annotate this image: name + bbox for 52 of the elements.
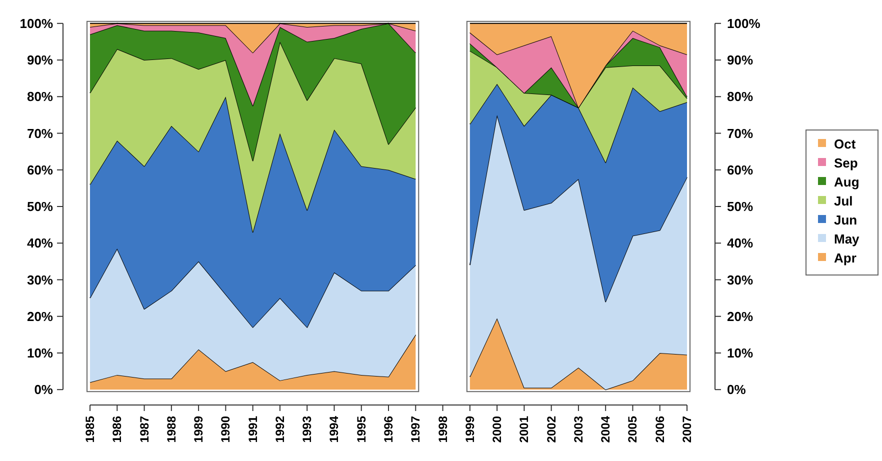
y2-tick-label: 40% [727,236,754,251]
y-tick-label: 10% [26,346,54,361]
y2-tick-label: 80% [727,89,754,104]
x-tick-label: 2005 [626,416,640,443]
y2-tick-label: 30% [727,272,754,288]
x-tick-label: 1995 [354,416,368,443]
y2-tick-label: 90% [727,52,754,68]
y2-tick-label: 20% [727,308,754,324]
x-tick-label: 1991 [246,416,260,443]
legend-label: Oct [834,136,856,152]
legend-label: Jul [834,194,853,209]
y-tick-label: 80% [26,89,54,104]
x-tick-label: 1988 [164,416,178,443]
y-tick-label: 30% [26,272,54,288]
x-tick-label: 1996 [382,416,396,443]
y-tick-label: 40% [26,236,54,251]
x-tick-label: 1993 [300,416,314,443]
x-tick-label: 2001 [517,416,532,443]
legend-label: Jun [834,212,858,228]
y-tick-label: 0% [34,382,54,398]
x-tick-label: 1994 [327,416,342,443]
y-tick-label: 90% [26,52,54,68]
x-tick-label: 2004 [598,416,613,443]
x-tick-label: 1987 [137,416,152,443]
legend-label: May [834,232,860,247]
y2-tick-label: 70% [727,126,754,141]
legend-label: Aug [834,174,860,190]
x-tick-label: 1998 [436,416,450,443]
x-tick-label: 2006 [652,416,667,443]
x-tick-label: 2002 [544,416,558,443]
x-tick-label: 1997 [408,416,423,443]
y2-tick-label: 0% [727,382,746,398]
y2-tick-label: 10% [727,346,754,361]
x-tick-label: 1990 [218,416,233,443]
x-tick-label: 1986 [110,416,124,443]
x-tick-label: 2003 [571,416,586,443]
x-tick-label: 2007 [680,416,694,443]
y-tick-label: 50% [26,199,54,214]
y-tick-label: 100% [20,16,54,31]
x-tick-label: 1992 [272,416,287,443]
x-tick-label: 1985 [83,416,97,443]
y-tick-label: 60% [26,162,54,178]
x-tick-label: 2000 [490,416,504,443]
legend-label: Apr [834,250,856,266]
x-tick-label: 1999 [462,416,477,443]
legend-label: Sep [834,156,858,171]
y2-tick-label: 50% [727,199,754,214]
x-tick-label: 1989 [192,416,206,443]
y-tick-label: 20% [26,308,54,324]
y2-tick-label: 60% [727,162,754,178]
y-tick-label: 70% [26,126,54,141]
y2-tick-label: 100% [727,16,761,31]
